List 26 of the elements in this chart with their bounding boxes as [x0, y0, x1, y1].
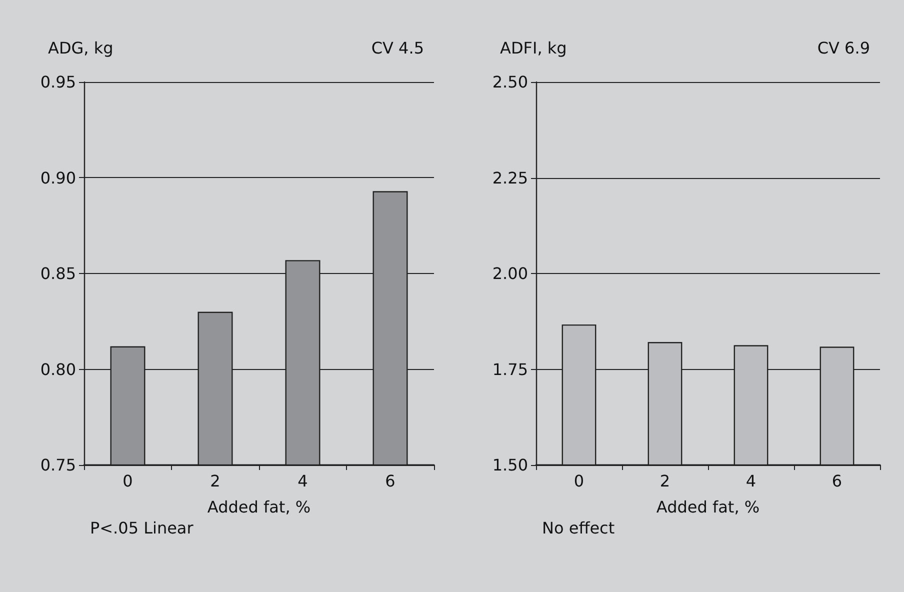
x-tick-label: 6 — [832, 472, 842, 490]
x-tick-label: 4 — [746, 472, 756, 490]
text: P<.05 Linear — [90, 518, 194, 538]
x-tick-label: 0 — [122, 472, 133, 490]
x-axis-title: Added fat, % — [207, 498, 311, 516]
y-tick-label: 0.95 — [40, 72, 76, 92]
text: CV 4.5 — [371, 38, 424, 58]
x-tick-label: 6 — [385, 472, 396, 490]
y-tick-label: 0.85 — [40, 264, 76, 283]
text: No effect — [542, 518, 615, 538]
text: CV 6.9 — [817, 38, 870, 58]
x-tick-label: 2 — [660, 472, 670, 490]
y-axis-title: ADFI, kg — [500, 38, 567, 58]
y-tick-label: 1.75 — [492, 360, 528, 379]
x-tick-label: 2 — [210, 472, 220, 490]
y-tick-label: 0.75 — [40, 456, 76, 474]
y-tick-label: 1.50 — [492, 456, 528, 474]
y-tick-label: 0.80 — [40, 360, 76, 379]
y-axis-title: ADG, kg — [48, 38, 114, 58]
y-tick-label: 2.25 — [492, 168, 528, 188]
x-axis-title: Added fat, % — [656, 498, 760, 516]
y-tick-label: 0.90 — [40, 168, 76, 188]
y-tick-label: 2.00 — [492, 264, 528, 283]
y-tick-label: 2.50 — [492, 72, 528, 92]
x-tick-label: 0 — [574, 472, 584, 490]
x-tick-label: 4 — [298, 472, 308, 490]
